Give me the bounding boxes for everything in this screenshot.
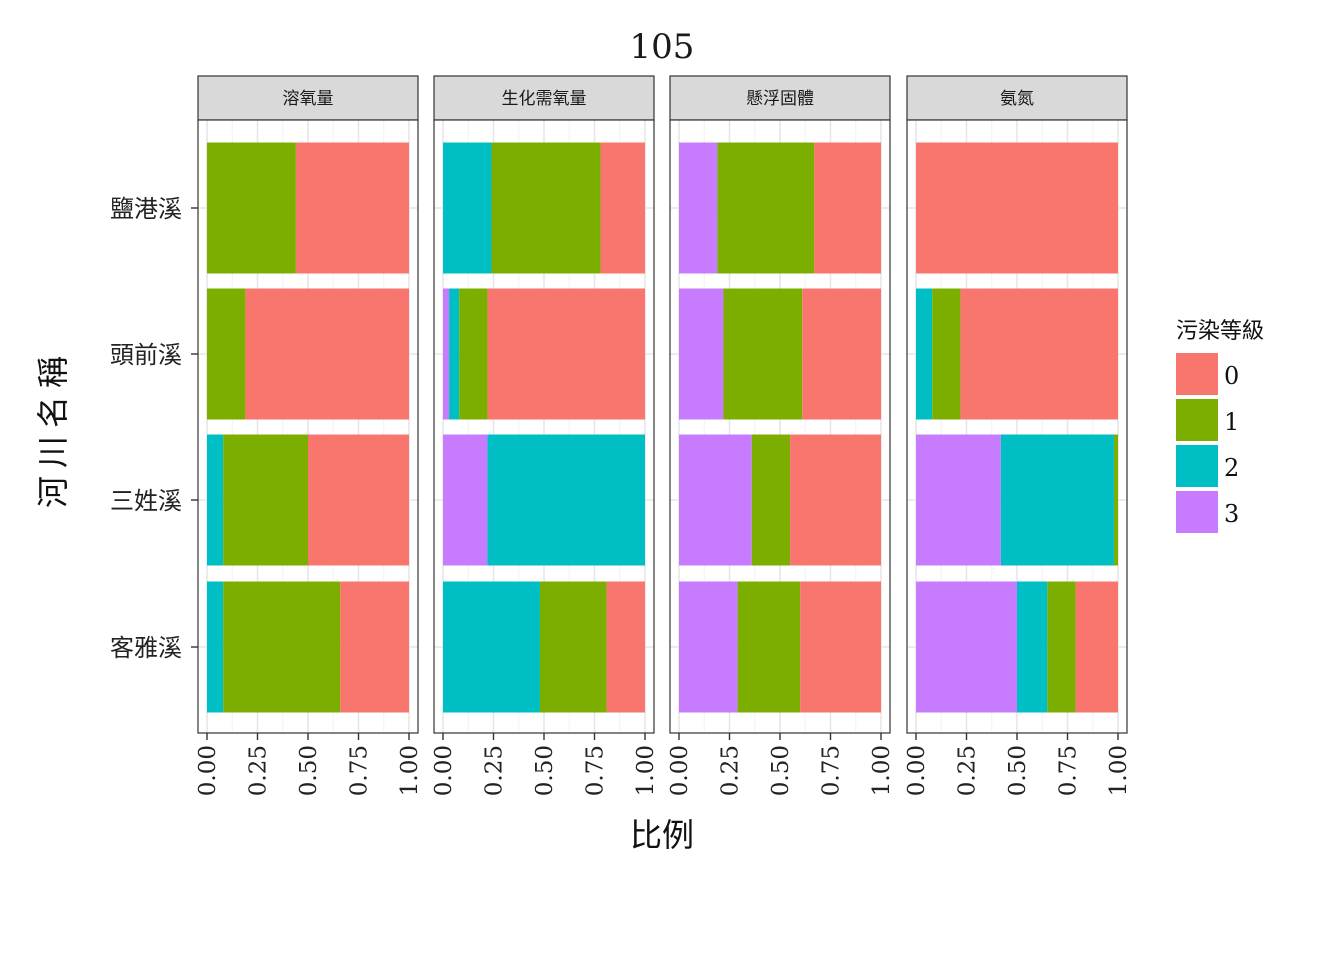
bar-segment-level-1 (723, 288, 803, 420)
x-axis-title: 比例 (630, 816, 694, 854)
bar-segment-level-1 (717, 142, 815, 274)
x-tick-label: 0.75 (583, 745, 609, 796)
x-tick-label: 1.00 (869, 745, 895, 796)
legend-title: 污染等級 (1176, 319, 1264, 344)
x-tick-label: 0.75 (1056, 745, 1082, 796)
bar-segment-level-2 (916, 288, 933, 420)
x-tick-label: 0.25 (246, 745, 272, 796)
bar-segment-level-0 (600, 142, 645, 274)
bar-segment-level-1 (491, 142, 601, 274)
x-tick-label: 1.00 (633, 745, 659, 796)
bar-segment-level-3 (443, 288, 450, 420)
bar-segment-level-0 (960, 288, 1118, 420)
facet-strip (433, 75, 655, 121)
x-tick-label: 0.50 (768, 745, 794, 796)
bar-segment-level-1 (751, 434, 791, 566)
x-tick-label: 0.25 (955, 745, 981, 796)
bar-segment-level-3 (916, 581, 1017, 713)
legend-key-level-1 (1176, 399, 1218, 441)
x-tick-label: 0.50 (532, 745, 558, 796)
bar-segment-level-2 (443, 581, 540, 713)
x-tick-label: 0.00 (904, 745, 930, 796)
legend-key-level-0 (1176, 353, 1218, 395)
y-tick-label: 客雅溪 (110, 634, 182, 662)
facet-strip-label: 懸浮固體 (746, 89, 814, 109)
legend-label: 2 (1224, 454, 1239, 482)
y-axis-title: 河川名稱 (34, 348, 72, 508)
bar-segment-level-3 (679, 142, 718, 274)
bar-segment-level-1 (932, 288, 961, 420)
x-tick-label: 0.50 (296, 745, 322, 796)
bar-segment-level-1 (207, 288, 246, 420)
chart-title: 105 (630, 27, 695, 67)
facet-panels: 溶氧量 0.00 0.25 0.50 0.75 1.00 生化需氧量 0.00 0.25 0.50… (195, 75, 1132, 796)
x-tick-label: 0.75 (347, 745, 373, 796)
legend-label: 1 (1224, 408, 1239, 436)
facet-strip-label: 溶氧量 (283, 89, 334, 109)
bar-segment-level-3 (679, 434, 752, 566)
legend-key-level-2 (1176, 445, 1218, 487)
bar-segment-level-2 (1000, 434, 1114, 566)
bar-segment-level-1 (207, 142, 296, 274)
bar-segment-level-0 (802, 288, 881, 420)
bar-segment-level-3 (443, 434, 488, 566)
bar-segment-level-1 (223, 581, 341, 713)
x-tick-label: 0.75 (819, 745, 845, 796)
bar-segment-level-2 (443, 142, 492, 274)
bar-segment-level-1 (1047, 581, 1076, 713)
facet-strip (669, 75, 891, 121)
facet-panel: 溶氧量 0.00 0.25 0.50 0.75 1.00 (195, 75, 423, 796)
bar-segment-level-0 (916, 142, 1118, 274)
bar-segment-level-1 (737, 581, 801, 713)
bar-segment-level-2 (1017, 581, 1048, 713)
bar-segment-level-0 (245, 288, 409, 420)
legend-label: 0 (1224, 362, 1239, 390)
bar-segment-level-2 (487, 434, 645, 566)
bar-segment-level-0 (308, 434, 409, 566)
x-tick-label: 0.00 (667, 745, 693, 796)
bar-segment-level-1 (1113, 434, 1118, 566)
bar-segment-level-0 (1075, 581, 1118, 713)
legend: 污染等級 0 1 2 3 (1176, 319, 1264, 533)
bar-segment-level-0 (340, 581, 409, 713)
x-tick-label: 1.00 (397, 745, 423, 796)
facet-panel: 懸浮固體 0.00 0.25 0.50 0.75 1.00 (667, 75, 895, 796)
facet-strip-label: 生化需氧量 (502, 89, 587, 109)
x-tick-label: 0.00 (195, 745, 221, 796)
facet-panel: 生化需氧量 0.00 0.25 0.50 0.75 1.00 (431, 75, 659, 796)
bar-segment-level-3 (916, 434, 1001, 566)
bar-segment-level-1 (539, 581, 607, 713)
y-tick-label: 三姓溪 (110, 487, 182, 515)
x-tick-label: 0.50 (1005, 745, 1031, 796)
facet-strip (197, 75, 419, 121)
y-tick-label: 頭前溪 (110, 341, 182, 369)
x-tick-label: 0.25 (718, 745, 744, 796)
bar-segment-level-0 (790, 434, 881, 566)
facet-panel: 氨氮 0.00 0.25 0.50 0.75 1.00 (904, 75, 1132, 796)
bar-segment-level-1 (223, 434, 308, 566)
bar-segment-level-2 (449, 288, 460, 420)
bar-segment-level-0 (606, 581, 645, 713)
y-tick-label: 鹽港溪 (110, 195, 182, 223)
bar-segment-level-0 (800, 581, 881, 713)
x-tick-label: 0.25 (482, 745, 508, 796)
bar-segment-level-0 (487, 288, 645, 420)
bar-segment-level-3 (679, 288, 724, 420)
facet-strip-label: 氨氮 (1000, 89, 1034, 109)
bar-segment-level-0 (295, 142, 409, 274)
x-tick-label: 0.00 (431, 745, 457, 796)
bar-segment-level-0 (814, 142, 881, 274)
x-tick-label: 1.00 (1106, 745, 1132, 796)
bar-segment-level-3 (679, 581, 738, 713)
legend-key-level-3 (1176, 491, 1218, 533)
bar-segment-level-1 (459, 288, 488, 420)
bar-segment-level-2 (207, 581, 224, 713)
legend-label: 3 (1224, 500, 1239, 528)
bar-segment-level-2 (207, 434, 224, 566)
